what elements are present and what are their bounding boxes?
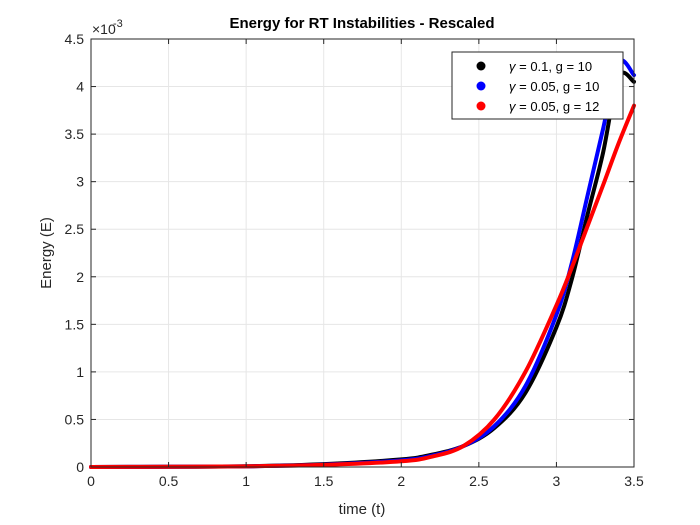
y-tick-label: 3.5 [65, 126, 85, 142]
x-tick-label: 0.5 [159, 473, 179, 489]
y-axis-label: Energy (E) [38, 217, 55, 289]
series-line-3 [89, 103, 636, 469]
legend-marker-3 [476, 101, 486, 111]
x-tick-label: 3 [553, 473, 561, 489]
y-tick-label: 2.5 [65, 221, 85, 237]
x-tick-label: 3.5 [624, 473, 644, 489]
x-tick-label: 2.5 [469, 473, 489, 489]
chart-title: Energy for RT Instabilities - Rescaled [229, 15, 494, 32]
legend-symbol-2: γ [509, 79, 517, 94]
y-tick-label: 0.5 [65, 411, 85, 427]
y-tick-label: 3 [76, 174, 84, 190]
x-tick-label: 1 [242, 473, 250, 489]
x-axis-label: time (t) [339, 501, 386, 518]
legend-marker-2 [476, 81, 486, 91]
legend-label-1: = 0.1, g = 10 [516, 59, 593, 74]
legend-entry-2: γ = 0.05, g = 10 [509, 79, 599, 94]
legend-entry-3: γ = 0.05, g = 12 [509, 99, 599, 114]
y-tick-label: 1.5 [65, 316, 85, 332]
y-tick-label: 0 [76, 459, 84, 475]
tick-labels: 0 0.5 1 1.5 2 2.5 3 3.5 0 0.5 1 1.5 2 2.5 3 3.5 4 4.5 [65, 31, 644, 489]
legend-label-2: = 0.05, g = 10 [516, 79, 600, 94]
y-tick-label: 1 [76, 364, 84, 380]
axes-box [90, 38, 635, 468]
legend: γ = 0.1, g = 10 γ = 0.05, g = 10 γ = 0.0… [451, 51, 624, 120]
y-tick-label: 4 [76, 79, 84, 95]
x-tick-label: 1.5 [314, 473, 334, 489]
x-tick-label: 2 [397, 473, 405, 489]
x-tick-label: 0 [87, 473, 95, 489]
legend-symbol-3: γ [509, 99, 517, 114]
legend-entry-1: γ = 0.1, g = 10 [509, 59, 592, 74]
y-tick-label: 2 [76, 269, 84, 285]
y-tick-label: 4.5 [65, 31, 85, 47]
y-exponent-base: ×10 [92, 21, 116, 37]
legend-symbol-1: γ [509, 59, 517, 74]
ticks [90, 38, 635, 468]
y-exponent-power: -3 [113, 18, 123, 30]
legend-marker-1 [476, 61, 486, 71]
legend-label-3: = 0.05, g = 12 [516, 99, 600, 114]
series-layer [89, 58, 636, 469]
